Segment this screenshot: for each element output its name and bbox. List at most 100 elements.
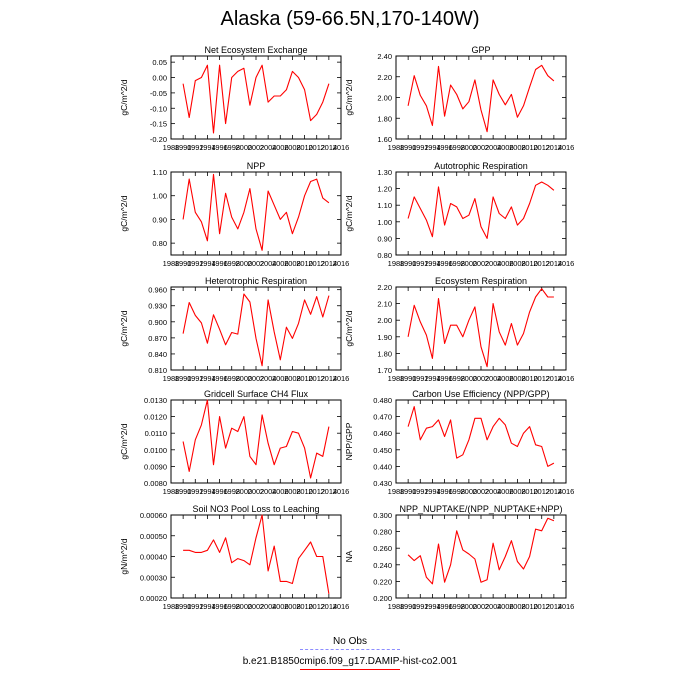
x-tick-label: 2012 (533, 259, 550, 268)
x-tick-label: 2006 (272, 259, 289, 268)
y-tick-label: 2.20 (377, 73, 392, 82)
y-tick-label: 2.40 (377, 52, 392, 61)
y-tick-label: 0.470 (373, 413, 392, 422)
x-tick-label: 2002 (473, 602, 490, 611)
chart-panel-1: Net Ecosystem Exchange198819901992199419… (119, 45, 349, 152)
x-tick-label: 2000 (461, 602, 478, 611)
x-tick-label: 2012 (308, 259, 325, 268)
figure-title: Alaska (59-66.5N,170-140W) (220, 8, 480, 30)
y-tick-label: 1.10 (152, 168, 167, 177)
x-tick-label: 1990 (400, 487, 417, 496)
x-tick-label: 1990 (175, 259, 192, 268)
x-tick-label: 2008 (284, 602, 301, 611)
x-tick-label: 2010 (521, 259, 538, 268)
x-tick-label: 1992 (412, 487, 429, 496)
y-tick-label: 1.90 (377, 333, 392, 342)
x-tick-label: 1994 (424, 602, 441, 611)
y-tick-label: 0.240 (373, 561, 392, 570)
x-tick-label: 1990 (175, 374, 192, 383)
x-tick-label: 2016 (333, 487, 350, 496)
x-tick-label: 1992 (187, 259, 204, 268)
x-tick-label: 2004 (485, 602, 502, 611)
x-tick-label: 2010 (521, 143, 538, 152)
y-tick-label: 2.00 (377, 316, 392, 325)
x-tick-label: 1994 (199, 374, 216, 383)
x-tick-label: 1994 (424, 487, 441, 496)
legend-model-run-label: b.e21.B1850cmip6.f09_g17.DAMIP-hist-co2.… (242, 656, 458, 667)
y-tick-label: 1.80 (377, 349, 392, 358)
y-tick-label: 0.0120 (144, 413, 167, 422)
x-tick-label: 2016 (558, 143, 575, 152)
series-line-1 (407, 288, 554, 368)
x-tick-label: 2012 (533, 143, 550, 152)
x-tick-label: 1990 (175, 602, 192, 611)
y-tick-label: 0.0130 (144, 396, 167, 405)
plot-frame (170, 55, 342, 140)
x-tick-label: 1998 (223, 143, 240, 152)
x-tick-label: 2012 (533, 487, 550, 496)
x-tick-label: 2004 (260, 143, 277, 152)
x-tick-label: 2010 (296, 374, 313, 383)
x-tick-label: 2012 (308, 143, 325, 152)
x-tick-label: 2014 (321, 143, 338, 152)
y-tick-label: 0.0110 (145, 429, 167, 438)
x-tick-label: 1994 (424, 374, 441, 383)
y-tick-label: 0.810 (148, 366, 167, 375)
x-tick-label: 2016 (333, 374, 350, 383)
y-tick-label: 0.0100 (144, 446, 167, 455)
x-tick-label: 2008 (509, 487, 526, 496)
y-axis-label: gC/m^2/d (119, 423, 129, 459)
x-tick-label: 1988 (388, 259, 405, 268)
x-tick-label: 1990 (400, 602, 417, 611)
x-tick-label: 2014 (321, 487, 338, 496)
x-tick-label: 1998 (448, 259, 465, 268)
x-tick-label: 2002 (473, 487, 490, 496)
y-axis-label: gC/m^2/d (119, 79, 129, 115)
x-tick-label: 1996 (436, 259, 453, 268)
x-tick-label: 1992 (187, 374, 204, 383)
y-tick-label: 0.260 (373, 544, 392, 553)
x-tick-label: 2006 (497, 259, 514, 268)
x-tick-label: 2004 (485, 374, 502, 383)
series-line-1 (407, 517, 555, 585)
y-tick-label: 1.00 (377, 218, 392, 227)
x-tick-label: 2008 (284, 259, 301, 268)
y-tick-label: -0.10 (150, 104, 167, 113)
x-tick-label: 1994 (199, 487, 216, 496)
x-tick-label: 2002 (473, 143, 490, 152)
x-tick-label: 2010 (521, 487, 538, 496)
x-tick-label: 2002 (248, 374, 265, 383)
chart-panel-4: Autotrophic Respiration19881990199219941… (344, 161, 574, 268)
chart-panel-5: Heterotrophic Respiration198819901992199… (119, 276, 349, 383)
x-tick-label: 1998 (223, 487, 240, 496)
x-tick-label: 2010 (296, 259, 313, 268)
x-tick-label: 2006 (272, 602, 289, 611)
y-tick-label: 0.0080 (144, 479, 167, 488)
plot-frame (395, 286, 567, 371)
x-tick-label: 2016 (333, 259, 350, 268)
x-tick-label: 2012 (308, 487, 325, 496)
x-tick-label: 2006 (497, 374, 514, 383)
chart-panel-3: NPP1988199019921994199619982000200220042… (119, 161, 349, 268)
y-tick-label: 0.960 (148, 286, 167, 295)
x-tick-label: 2000 (236, 487, 253, 496)
x-tick-label: 2014 (321, 259, 338, 268)
x-tick-label: 2006 (497, 143, 514, 152)
x-tick-label: 2006 (272, 143, 289, 152)
legend-model-run: b.e21.B1850cmip6.f09_g17.DAMIP-hist-co2.… (0, 656, 700, 670)
y-tick-label: 0.280 (373, 528, 392, 537)
series-line-1 (183, 514, 330, 594)
chart-title: NPP_NUPTAKE/(NPP_NUPTAKE+NPP) (400, 504, 563, 514)
series-line-1 (407, 406, 555, 467)
x-tick-label: 2008 (509, 602, 526, 611)
x-tick-label: 2000 (236, 374, 253, 383)
x-tick-label: 2004 (485, 259, 502, 268)
y-tick-label: 0.00060 (140, 511, 167, 520)
plot-frame (395, 399, 567, 484)
y-tick-label: 1.70 (377, 366, 392, 375)
x-tick-label: 2014 (321, 602, 338, 611)
x-tick-label: 2002 (248, 259, 265, 268)
x-tick-label: 1994 (199, 602, 216, 611)
x-tick-label: 1998 (448, 602, 465, 611)
